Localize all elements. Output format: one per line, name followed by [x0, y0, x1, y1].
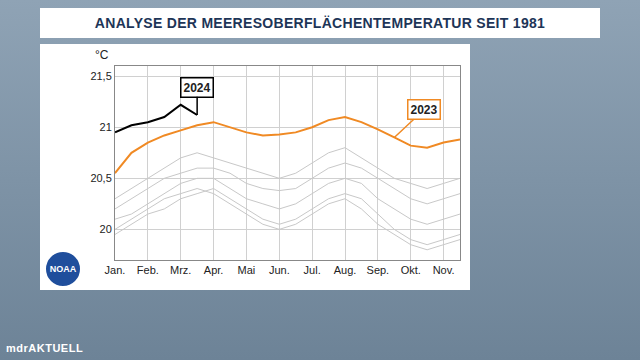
svg-text:Sep.: Sep.	[367, 264, 390, 276]
svg-text:2023: 2023	[411, 103, 438, 117]
svg-text:Jul.: Jul.	[304, 264, 321, 276]
svg-text:Aug.: Aug.	[334, 264, 357, 276]
svg-text:Feb.: Feb.	[137, 264, 159, 276]
svg-text:°C: °C	[95, 48, 109, 62]
html-text:ANALYSE DER MEERESOBERFLÄCHENT: ANALYSE DER MEERESOBERFLÄCHENTEMPERATUR …	[94, 15, 546, 31]
svg-text:21,5: 21,5	[90, 70, 111, 82]
svg-text:Jan.: Jan.	[105, 264, 126, 276]
svg-text:20,5: 20,5	[90, 172, 111, 184]
html-text:NOAA: NOAA	[49, 264, 77, 274]
svg-text:Jun.: Jun.	[269, 264, 290, 276]
svg-text:Mai: Mai	[238, 264, 256, 276]
html-text:mdrAKTUELL: mdrAKTUELL	[6, 342, 84, 354]
svg-text:2024: 2024	[184, 81, 211, 95]
svg-text:21: 21	[100, 121, 112, 133]
svg-text:Apr.: Apr.	[204, 264, 224, 276]
svg-text:Nov.: Nov.	[433, 264, 455, 276]
svg-text:Okt.: Okt.	[401, 264, 421, 276]
svg-text:20: 20	[100, 223, 112, 235]
svg-text:Mrz.: Mrz.	[170, 264, 191, 276]
